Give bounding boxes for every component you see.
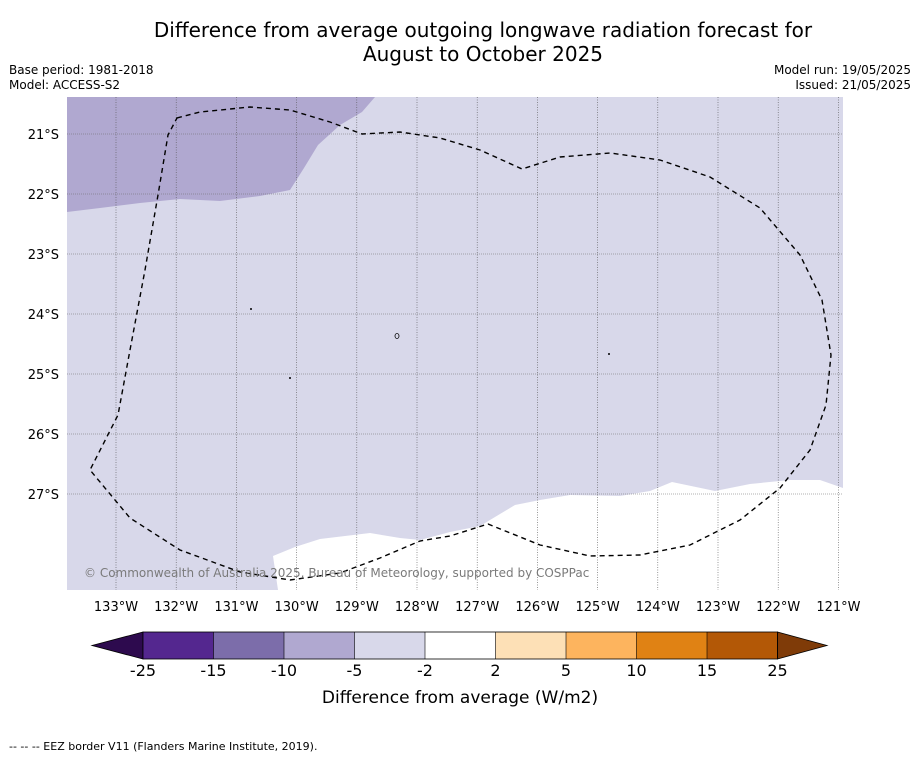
latitude-label: 21°S [28, 128, 59, 143]
meta-right: Model run: 19/05/2025 Issued: 21/05/2025 [774, 63, 911, 93]
latitude-labels: 21°S 22°S 23°S 24°S 25°S 26°S 27°S [28, 128, 59, 503]
longitude-label: 129°W [335, 600, 379, 615]
longitude-label: 125°W [576, 600, 620, 615]
model-run: Model run: 19/05/2025 [773, 63, 911, 77]
longitude-label: 123°W [696, 600, 740, 615]
copyright-notice: © Commonwealth of Australia 2025, Bureau… [84, 566, 590, 580]
model-name: Model: ACCESS-S2 [9, 78, 121, 92]
longitude-label: 122°W [756, 600, 800, 615]
island-marker [394, 333, 400, 339]
island-marker [608, 353, 610, 355]
latitude-label: 26°S [28, 428, 59, 443]
longitude-labels: 133°W 132°W 131°W 130°W 129°W 128°W 127°W 126°W… [94, 600, 861, 615]
longitude-label: 121°W [816, 600, 860, 615]
latitude-label: 25°S [28, 368, 59, 383]
longitude-label: 133°W [94, 600, 138, 615]
anomaly-region-neutral [273, 480, 843, 590]
base-period: Base period: 1981-2018 [9, 63, 154, 77]
longitude-label: 130°W [275, 600, 319, 615]
island-marker [289, 377, 291, 379]
title-line-2: August to October 2025 [362, 42, 604, 66]
longitude-label: 124°W [636, 600, 680, 615]
map-title: Difference from average outgoing longwav… [0, 18, 919, 66]
graticule [67, 97, 843, 590]
island-marker [250, 308, 252, 310]
meta-left: Base period: 1981-2018 Model: ACCESS-S2 [9, 63, 154, 93]
latitude-label: 27°S [28, 488, 59, 503]
longitude-label: 126°W [515, 600, 559, 615]
longitude-label: 132°W [154, 600, 198, 615]
anomaly-region-strong [67, 97, 375, 212]
longitude-label: 127°W [455, 600, 499, 615]
longitude-label: 128°W [395, 600, 439, 615]
issued-date: Issued: 21/05/2025 [795, 78, 911, 92]
latitude-label: 24°S [28, 308, 59, 323]
title-line-1: Difference from average outgoing longwav… [153, 18, 813, 42]
latitude-label: 22°S [28, 188, 59, 203]
eez-footnote: -- -- -- EEZ border V11 (Flanders Marine… [9, 740, 318, 753]
latitude-label: 23°S [28, 248, 59, 263]
longitude-label: 131°W [214, 600, 258, 615]
eez-border [89, 106, 832, 581]
